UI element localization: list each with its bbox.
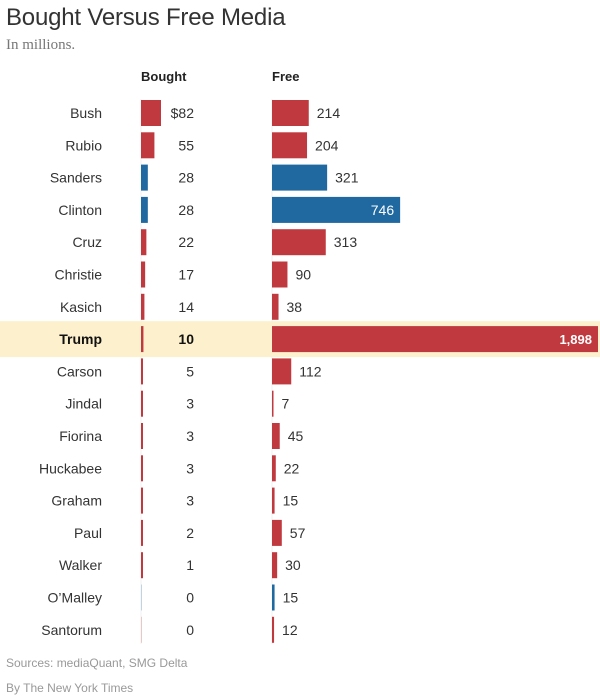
bought-bar xyxy=(141,616,142,643)
bought-value-label: 22 xyxy=(178,234,194,250)
free-bar xyxy=(272,584,275,611)
bought-bar xyxy=(141,519,143,546)
free-bar xyxy=(272,358,292,385)
bought-value-label: 3 xyxy=(186,493,194,509)
bought-bar xyxy=(141,584,142,611)
credit-note: By The New York Times xyxy=(6,681,134,695)
free-value-label: 12 xyxy=(282,622,298,638)
bought-value-label: 0 xyxy=(186,590,194,606)
category-label: Walker xyxy=(59,557,102,573)
bought-value-label: 3 xyxy=(186,396,194,412)
bought-value-label: 0 xyxy=(186,622,194,638)
category-label: Clinton xyxy=(58,202,102,218)
bought-value-label: 3 xyxy=(186,428,194,444)
category-label: Trump xyxy=(59,331,102,347)
free-value-label: 38 xyxy=(287,299,303,315)
category-label: Rubio xyxy=(65,137,102,153)
bought-bar xyxy=(141,293,145,320)
bought-bar xyxy=(141,132,155,159)
category-label: O’Malley xyxy=(48,590,102,606)
free-value-label: 1,898 xyxy=(559,332,592,347)
free-bar xyxy=(272,390,274,417)
free-bar xyxy=(272,423,280,449)
free-value-label: 45 xyxy=(288,428,304,444)
chart-subtitle: In millions. xyxy=(6,37,76,53)
free-value-label: 112 xyxy=(299,363,322,379)
free-bar xyxy=(272,196,401,223)
free-value-label: 321 xyxy=(335,170,359,186)
free-bar xyxy=(272,229,326,256)
chart-title: Bought Versus Free Media xyxy=(6,4,286,31)
free-value-label: 7 xyxy=(282,396,290,412)
category-label: Paul xyxy=(74,525,102,541)
free-value-label: 15 xyxy=(283,493,299,509)
free-value-label: 214 xyxy=(317,105,341,121)
bought-value-label: 55 xyxy=(178,137,194,153)
free-column-header: Free xyxy=(272,69,300,84)
bought-value-label: 5 xyxy=(186,363,194,379)
bought-bar xyxy=(141,261,146,288)
bought-bar xyxy=(141,164,148,191)
bought-value-label: 2 xyxy=(186,525,194,541)
category-label: Cruz xyxy=(72,234,102,250)
bought-bar xyxy=(141,423,143,449)
bought-value-label: 14 xyxy=(178,299,194,315)
bought-bar xyxy=(141,229,147,256)
category-label: Santorum xyxy=(41,622,102,638)
free-value-label: 204 xyxy=(315,137,339,153)
category-label: Jindal xyxy=(65,396,102,412)
free-value-label: 15 xyxy=(283,590,299,606)
free-value-label: 746 xyxy=(371,202,395,218)
free-bar xyxy=(272,326,598,353)
free-bar xyxy=(272,132,308,159)
category-label: Huckabee xyxy=(39,460,102,476)
category-label: Carson xyxy=(57,363,102,379)
bought-bar xyxy=(141,487,143,514)
bought-bar xyxy=(141,100,161,126)
bought-value-label: 28 xyxy=(178,202,194,218)
sources-note: Sources: mediaQuant, SMG Delta xyxy=(6,656,188,670)
free-value-label: 30 xyxy=(285,557,301,573)
bought-bar xyxy=(141,196,148,223)
category-label: Sanders xyxy=(50,170,102,186)
free-bar xyxy=(272,552,278,579)
bought-bar xyxy=(141,390,143,417)
bought-value-label: 1 xyxy=(186,557,194,573)
free-bar xyxy=(272,487,275,514)
free-value-label: 90 xyxy=(295,267,311,283)
free-bar xyxy=(272,455,276,482)
category-label: Graham xyxy=(51,493,102,509)
free-bar xyxy=(272,616,275,643)
free-bar xyxy=(272,100,309,126)
free-value-label: 313 xyxy=(334,234,358,250)
bought-bar xyxy=(141,358,143,385)
bought-value-label: 10 xyxy=(178,331,194,347)
free-bar xyxy=(272,519,282,546)
category-label: Bush xyxy=(70,105,102,121)
bought-bar xyxy=(141,552,143,579)
free-bar xyxy=(272,164,328,191)
bought-value-label: 17 xyxy=(178,267,194,283)
bought-column-header: Bought xyxy=(141,69,187,84)
bought-value-label: 28 xyxy=(178,170,194,186)
free-value-label: 22 xyxy=(284,460,300,476)
bought-value-label: $82 xyxy=(171,105,195,121)
free-bar xyxy=(272,261,288,288)
category-label: Fiorina xyxy=(59,428,102,444)
free-value-label: 57 xyxy=(290,525,306,541)
category-label: Christie xyxy=(55,267,103,283)
bought-value-label: 3 xyxy=(186,460,194,476)
bought-bar xyxy=(141,326,144,353)
category-label: Kasich xyxy=(60,299,102,315)
free-bar xyxy=(272,293,279,320)
bought-bar xyxy=(141,455,143,482)
